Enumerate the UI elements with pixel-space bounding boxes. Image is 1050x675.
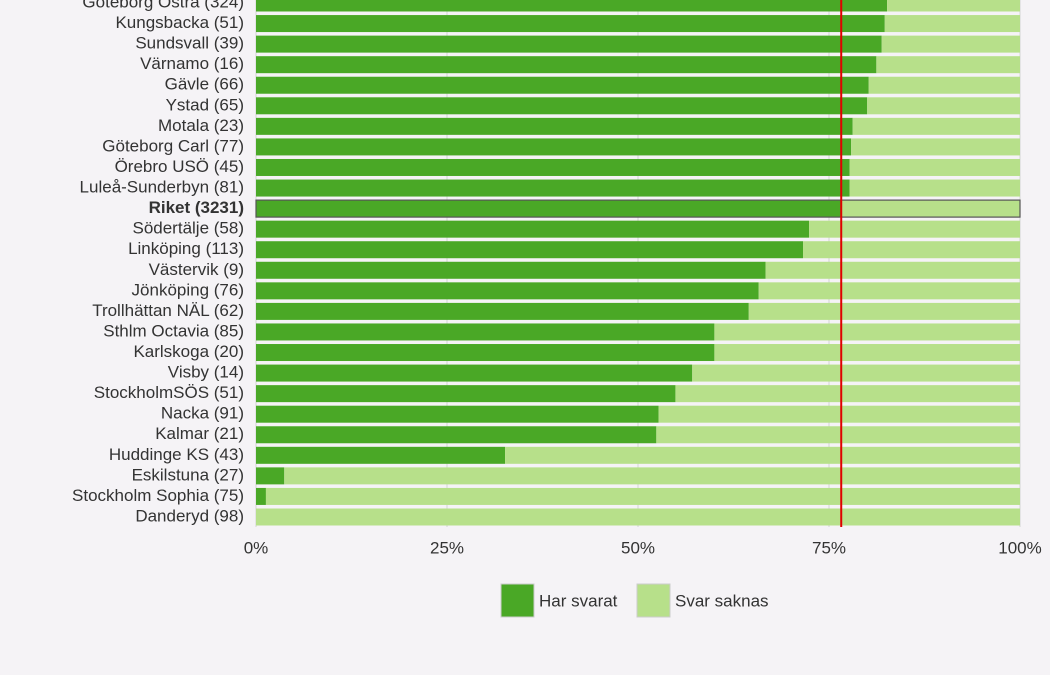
bar-segment <box>256 508 1020 526</box>
legend-label: Har svarat <box>539 591 618 610</box>
bar-segment <box>714 323 1020 341</box>
bar-segment <box>849 179 1020 197</box>
bar-segment <box>868 76 1020 94</box>
bar-segment <box>256 467 285 485</box>
bar-segment <box>256 364 693 382</box>
legend-swatch <box>636 583 671 618</box>
bar-segment <box>505 446 1021 464</box>
bar-segment <box>256 241 804 259</box>
bar-segment <box>256 35 882 53</box>
bar-segment <box>256 323 715 341</box>
category-label: Luleå-Sunderbyn (81) <box>80 178 244 197</box>
bar-segment <box>849 158 1020 176</box>
x-tick-label: 100% <box>998 538 1041 557</box>
bar-segment <box>803 241 1020 259</box>
highlight-outline <box>255 199 1021 218</box>
bar-segment <box>284 467 1020 485</box>
bar-segment <box>256 76 869 94</box>
bar-segment <box>256 117 853 135</box>
bar-segment <box>256 282 759 300</box>
bar-segment <box>256 138 852 156</box>
bar-segment <box>256 158 850 176</box>
bar-segment <box>265 487 1020 505</box>
category-label: Riket (3231) <box>149 198 244 217</box>
category-label: StockholmSÖS (51) <box>94 383 244 402</box>
category-label: Trollhättan NÄL (62) <box>92 301 244 320</box>
category-label: Örebro USÖ (45) <box>115 157 244 176</box>
category-label: Västervik (9) <box>149 260 244 279</box>
bar-segment <box>851 138 1020 156</box>
category-label: Motala (23) <box>158 116 244 135</box>
bar-segment <box>758 282 1020 300</box>
category-label: Sthlm Octavia (85) <box>103 321 244 340</box>
bar-segment <box>656 426 1020 444</box>
category-label: Göteborg Carl (77) <box>102 136 244 155</box>
category-label: Karlskoga (20) <box>133 342 244 361</box>
x-tick-label: 0% <box>244 538 269 557</box>
bar-segment <box>887 0 1020 12</box>
bar-segment <box>256 487 266 505</box>
x-tick-label: 25% <box>430 538 464 557</box>
category-label: Jönköping (76) <box>132 280 244 299</box>
category-label: Gävle (66) <box>165 75 244 94</box>
bar-segment <box>256 446 506 464</box>
category-label: Stockholm Sophia (75) <box>72 486 244 505</box>
bar-segment <box>867 97 1020 115</box>
bar-segment <box>256 261 766 279</box>
category-label: Nacka (91) <box>161 404 244 423</box>
bar-segment <box>256 0 888 12</box>
category-label: Linköping (113) <box>128 239 244 258</box>
category-label: Södertälje (58) <box>132 219 244 238</box>
bar-segment <box>256 200 842 218</box>
legend-swatch <box>500 583 535 618</box>
bar-segment <box>881 35 1020 53</box>
bar-segment <box>675 385 1020 403</box>
bar-segment <box>256 56 877 74</box>
bar-segment <box>256 426 657 444</box>
bar-segment <box>876 56 1020 74</box>
category-label: Huddinge KS (43) <box>109 445 244 464</box>
category-label: Ystad (65) <box>166 95 244 114</box>
category-label: Eskilstuna (27) <box>132 465 244 484</box>
bar-segment <box>748 302 1020 320</box>
bar-segment <box>256 405 659 423</box>
bar-segment <box>256 15 885 33</box>
bar-segment <box>765 261 1020 279</box>
bar-segment <box>256 220 810 238</box>
bar-segment <box>714 344 1020 362</box>
category-label: Visby (14) <box>168 363 244 382</box>
bar-segment <box>256 385 676 403</box>
legend-label: Svar saknas <box>675 591 769 610</box>
bar-segment <box>256 97 868 115</box>
bar-segment <box>256 344 715 362</box>
x-tick-label: 50% <box>621 538 655 557</box>
category-label: Kalmar (21) <box>155 424 244 443</box>
bar-segment <box>841 200 1020 218</box>
category-label: Sundsvall (39) <box>135 34 244 53</box>
x-tick-label: 75% <box>812 538 846 557</box>
category-label: Kungsbacka (51) <box>115 13 244 32</box>
category-label: Värnamo (16) <box>140 54 244 73</box>
category-label: Göteborg Östra (324) <box>82 0 244 11</box>
bar-segment <box>884 15 1020 33</box>
bar-segment <box>658 405 1020 423</box>
category-label: Danderyd (98) <box>135 506 244 525</box>
bar-segment <box>256 302 749 320</box>
bar-segment <box>692 364 1020 382</box>
bar-segment <box>852 117 1020 135</box>
bar-segment <box>809 220 1020 238</box>
bar-segment <box>256 179 850 197</box>
